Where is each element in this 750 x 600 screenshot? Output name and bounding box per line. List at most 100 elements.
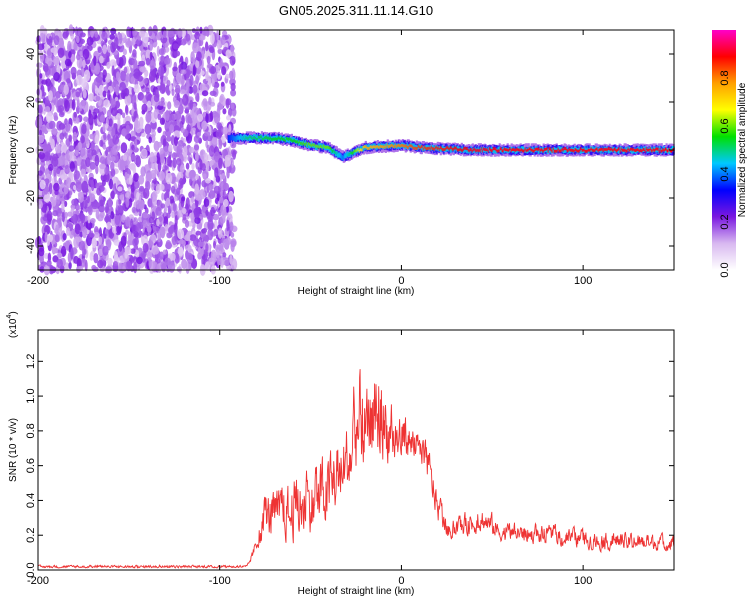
heatmap-cell (75, 181, 83, 193)
heatmap-cell (104, 166, 109, 175)
heatmap-cell (37, 200, 43, 210)
spectrogram-y-tick-label: 0 (25, 147, 37, 153)
heatmap-cell (208, 183, 214, 191)
spectrogram-y-axis: -40 -20 0 20 40 (25, 48, 674, 254)
heatmap-cell (59, 132, 65, 140)
heatmap-cell (145, 172, 152, 183)
heatmap-cell (159, 117, 165, 125)
heatmap-cell (48, 35, 53, 47)
heatmap-cell (220, 81, 225, 87)
heatmap-cell (43, 193, 51, 203)
snr-frame (37, 329, 675, 571)
heatmap-cell (175, 72, 182, 84)
heatmap-cell (94, 154, 100, 167)
heatmap-cell (181, 208, 187, 214)
heatmap-cell (124, 94, 132, 106)
snr-line (37, 369, 675, 569)
heatmap-cell (143, 78, 148, 85)
heatmap-cell (179, 246, 184, 256)
heatmap-cell (169, 84, 173, 92)
heatmap-cell (37, 43, 45, 51)
heatmap-cell (132, 147, 139, 153)
heatmap-cell (134, 237, 139, 246)
heatmap-cell (174, 230, 178, 242)
heatmap-cell (78, 191, 84, 203)
heatmap-cell (130, 218, 134, 228)
heatmap-cell (37, 170, 43, 177)
heatmap-cell (88, 113, 94, 126)
heatmap-cell (185, 162, 190, 170)
heatmap-cell (213, 185, 221, 194)
heatmap-cell (39, 179, 46, 190)
heatmap-cell (56, 258, 63, 269)
heatmap-cell (192, 42, 200, 54)
heatmap-cell (216, 70, 221, 80)
heatmap-cell (85, 157, 91, 168)
spectrogram-y-label: Frequency (Hz) (8, 116, 19, 185)
heatmap-cell (117, 186, 123, 192)
heatmap-cell (47, 252, 52, 263)
heatmap-cell (199, 83, 206, 91)
heatmap-cell (191, 28, 196, 34)
heatmap-cell (214, 167, 219, 179)
heatmap-cell (87, 214, 91, 224)
snr-series (37, 369, 675, 569)
heatmap-cell (179, 177, 184, 186)
spectrogram-x-tick-label: 100 (574, 275, 592, 287)
heatmap-cell (138, 175, 145, 185)
heatmap-cell (201, 120, 208, 131)
heatmap-cell (181, 240, 186, 246)
heatmap-cell (74, 203, 80, 211)
heatmap-cell (75, 236, 83, 243)
heatmap-cell (228, 107, 233, 118)
heatmap-cell (194, 217, 201, 224)
heatmap-cell (195, 75, 200, 85)
heatmap-cell (131, 206, 136, 214)
heatmap-cell (55, 224, 60, 231)
heatmap-cell (135, 117, 138, 129)
heatmap-cell (91, 203, 98, 210)
heatmap-cell (231, 108, 237, 117)
heatmap-cell (157, 126, 162, 134)
heatmap-cell (201, 163, 207, 172)
heatmap-cell (205, 160, 210, 173)
heatmap-cell (119, 81, 126, 92)
snr-x-axis: -200 -100 0 100 (27, 330, 592, 587)
heatmap-cell (133, 84, 140, 94)
heatmap-cell (187, 155, 191, 162)
heatmap-cell (174, 252, 180, 264)
snr-x-label: Height of straight line (km) (298, 586, 415, 597)
heatmap-cell (222, 108, 227, 115)
heatmap-cell (44, 100, 50, 107)
heatmap-cell (172, 43, 179, 50)
heatmap-cell (210, 66, 217, 74)
heatmap-cell (209, 46, 215, 54)
heatmap-cell (167, 101, 172, 110)
heatmap-cell (176, 187, 181, 195)
heatmap-cell (205, 243, 209, 253)
heatmap-cell (111, 65, 115, 77)
heatmap-cell (162, 138, 167, 147)
heatmap-cell (133, 180, 140, 189)
heatmap-cell (207, 219, 214, 231)
heatmap-cell (190, 51, 195, 63)
heatmap-cell (230, 82, 236, 91)
heatmap-cell (85, 135, 89, 145)
heatmap-cell (156, 152, 161, 164)
heatmap-cell (178, 104, 184, 115)
heatmap-cell (127, 37, 131, 47)
heatmap-cell (89, 133, 95, 140)
heatmap-cell (105, 202, 109, 213)
heatmap-cell (217, 227, 223, 239)
heatmap-cell (209, 160, 214, 167)
heatmap-cell (205, 71, 209, 82)
heatmap-cell (182, 214, 187, 221)
heatmap-cell (150, 234, 156, 241)
heatmap-cell (166, 188, 170, 197)
heatmap-cell (185, 33, 191, 42)
spectrogram-cells (34, 24, 675, 276)
spectrogram-x-label: Height of straight line (km) (298, 286, 415, 297)
heatmap-cell (78, 240, 86, 251)
heatmap-cell (110, 98, 116, 108)
